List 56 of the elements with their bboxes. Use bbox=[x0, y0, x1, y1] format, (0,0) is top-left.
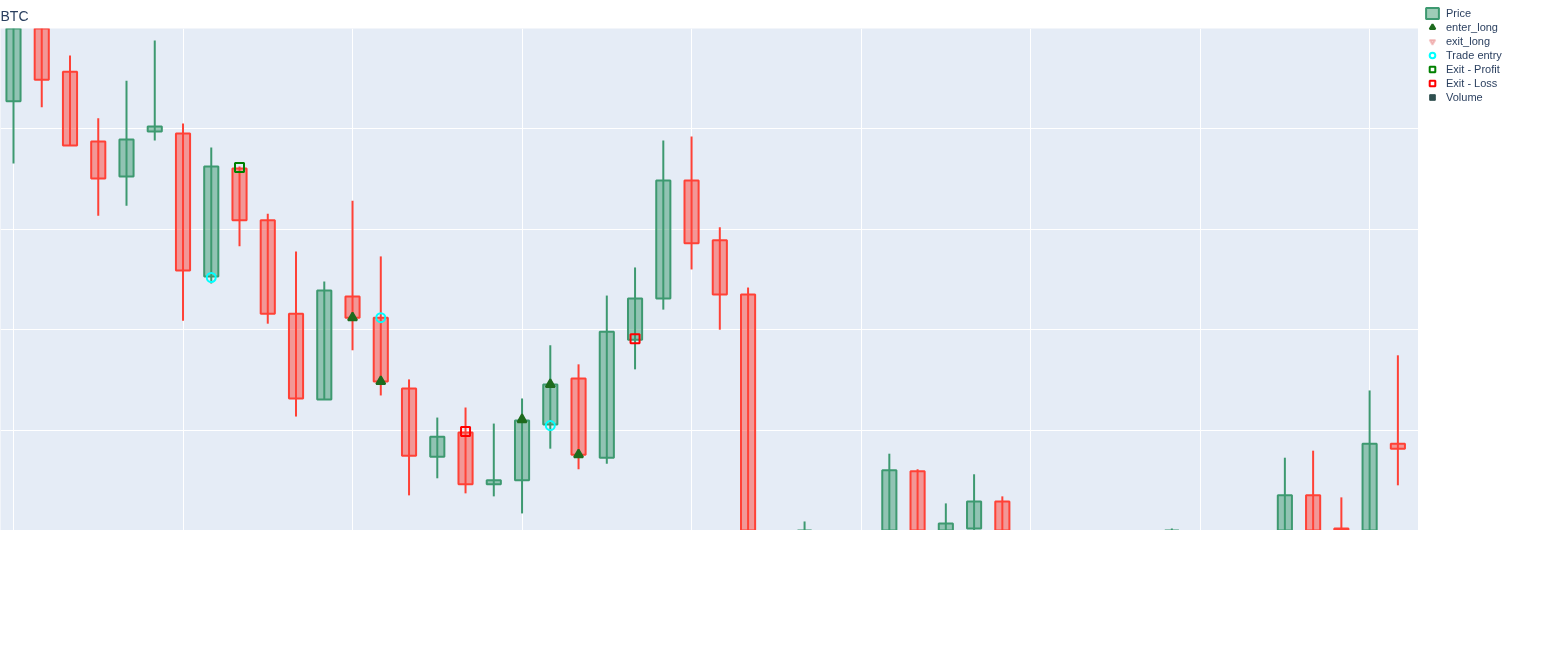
candlestick bbox=[485, 422, 502, 498]
legend-label: exit_long bbox=[1446, 34, 1491, 48]
candlestick bbox=[1305, 449, 1322, 530]
candlestick bbox=[33, 28, 50, 109]
candlestick bbox=[344, 199, 361, 352]
point bbox=[544, 378, 556, 389]
candlestick bbox=[457, 406, 474, 495]
candlestick bbox=[740, 286, 757, 530]
point bbox=[629, 333, 641, 345]
candlestick bbox=[937, 502, 954, 530]
candlestick bbox=[655, 139, 672, 311]
candlestick bbox=[146, 39, 163, 142]
candlestick bbox=[909, 468, 926, 530]
candlestick bbox=[372, 255, 389, 397]
point bbox=[234, 162, 246, 174]
candlestick bbox=[1361, 389, 1378, 530]
candlestick bbox=[1333, 496, 1350, 530]
candlestick bbox=[570, 363, 587, 471]
candlestick bbox=[881, 452, 898, 530]
candlestick bbox=[90, 117, 107, 217]
candlestick bbox=[542, 344, 559, 450]
candlestick bbox=[626, 266, 644, 371]
candlestick bbox=[203, 146, 220, 285]
candlestick bbox=[1389, 354, 1406, 487]
legend-label: Volume bbox=[1446, 90, 1483, 104]
point bbox=[516, 413, 528, 424]
candlestick bbox=[966, 473, 983, 530]
point bbox=[460, 426, 472, 438]
legend-label: Trade entry bbox=[1446, 48, 1502, 62]
candlestick bbox=[429, 416, 446, 480]
candlestick bbox=[118, 79, 135, 207]
candlestick bbox=[683, 135, 700, 271]
point bbox=[375, 312, 387, 324]
candlestick bbox=[513, 397, 531, 515]
point bbox=[544, 420, 556, 432]
legend-label: Exit - Loss bbox=[1446, 76, 1498, 90]
candlestick bbox=[316, 280, 333, 401]
chart-title: BTC bbox=[0, 7, 29, 24]
candlestick bbox=[598, 294, 615, 465]
point bbox=[573, 448, 585, 459]
candlestick bbox=[61, 54, 79, 147]
candlestick bbox=[174, 122, 192, 322]
candlestick bbox=[994, 495, 1011, 530]
legend-label: enter_long bbox=[1446, 20, 1498, 34]
candlestick bbox=[711, 226, 728, 331]
candlestick bbox=[400, 378, 418, 497]
point bbox=[347, 311, 359, 322]
candlestick bbox=[287, 250, 305, 418]
candlestick bbox=[5, 28, 22, 165]
candlestick bbox=[231, 165, 248, 248]
point bbox=[375, 375, 387, 385]
candlestick bbox=[259, 212, 276, 325]
candlestick bbox=[1276, 456, 1293, 530]
legend-label: Exit - Profit bbox=[1446, 62, 1500, 76]
point bbox=[205, 272, 217, 283]
legend-label: Price bbox=[1446, 6, 1472, 20]
